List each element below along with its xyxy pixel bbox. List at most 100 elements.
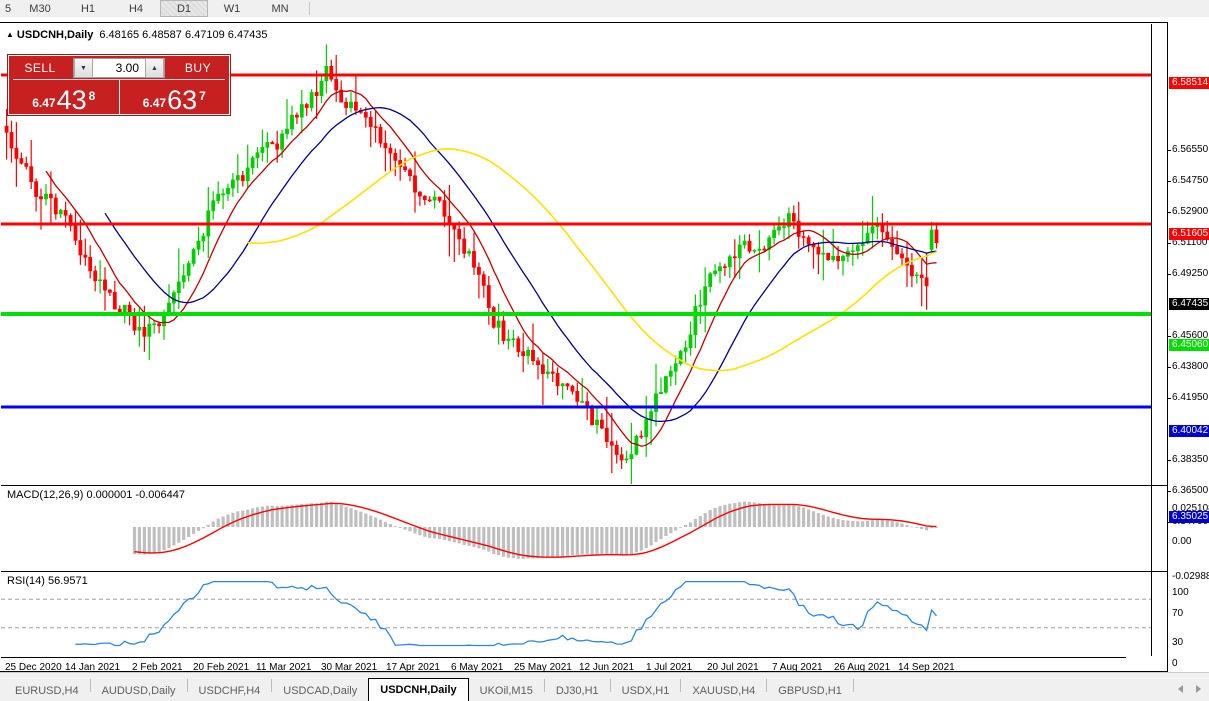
rsi-scale-label: 30: [1172, 637, 1184, 648]
price-tick-label: 6.51100: [1167, 238, 1207, 248]
time-axis-label: 26 Aug 2021: [834, 662, 891, 673]
time-axis-label: 12 Jun 2021: [579, 662, 635, 673]
ma-mid-line: [104, 106, 937, 423]
price-level-tag[interactable]: 6.40042: [1169, 425, 1209, 437]
chevron-up-icon[interactable]: ▲: [145, 58, 164, 78]
price-tick-label: 6.43800: [1167, 362, 1208, 372]
sell-price-prefix: 6.47: [32, 96, 56, 110]
time-axis-label: 17 Apr 2021: [386, 662, 440, 673]
time-axis-label: 7 Aug 2021: [772, 662, 823, 673]
rsi-line: [75, 580, 937, 647]
chart-tab-usdcad[interactable]: USDCAD,Daily: [283, 684, 358, 697]
timeframe-m30-button[interactable]: M30: [29, 2, 51, 15]
timeframe-d1-button[interactable]: D1: [160, 0, 208, 17]
chart-tabs-bar: EURUSD,H4 AUDUSD,Daily USDCHF,H4 USDCAD,Dai…: [0, 672, 1209, 701]
price-level-tag[interactable]: 6.45060: [1169, 339, 1209, 351]
price-level-tag[interactable]: 6.47435: [1169, 298, 1209, 310]
time-axis-label: 20 Feb 2021: [193, 662, 250, 673]
macd-label: MACD(12,26,9) 0.000001 -0.006447: [7, 489, 185, 501]
price-tick-label: 6.56550: [1167, 145, 1208, 155]
rsi-plot[interactable]: [1, 572, 1151, 656]
one-click-trading-panel[interactable]: SELL ▼ 3.00 ▲ BUY 6.47 43 8 6.47 63: [8, 55, 230, 115]
macd-svg: [132, 501, 939, 559]
tab-separator: [186, 678, 188, 692]
buy-price-big: 63: [167, 85, 198, 115]
price-tick-mark: [1167, 243, 1171, 244]
price-scale[interactable]: 6.56550 6.54750 6.52900 6.51100 6.49250 6.456…: [1167, 34, 1209, 689]
tab-separator: [271, 678, 273, 692]
rsi-scale-label: 70: [1172, 608, 1184, 619]
price-tick-label: 6.38350: [1167, 455, 1208, 465]
price-tick-label: 6.41950: [1167, 393, 1208, 403]
price-candlestick-svg: [1, 44, 1151, 484]
buy-button[interactable]: BUY: [184, 61, 212, 75]
price-tick-mark: [1167, 491, 1171, 492]
chevron-down-icon[interactable]: ▼: [74, 58, 93, 78]
time-axis-label: 25 Dec 2020: [5, 662, 62, 673]
sell-button[interactable]: SELL: [24, 61, 56, 75]
chart-window: ▲ USDCNH,Daily 6.48165 6.48587 6.47109 6.4…: [0, 17, 1209, 689]
tab-separator: [543, 678, 545, 692]
rsi-scale-label: 100: [1172, 587, 1189, 598]
chart-tab-usdchf[interactable]: USDCHF,H4: [198, 684, 261, 697]
arrow-left-icon[interactable]: [1178, 685, 1183, 693]
time-axis-label: 1 Jul 2021: [646, 662, 693, 673]
sell-price-big: 43: [56, 85, 87, 115]
chart-tab-usdcnh[interactable]: USDCNH,Daily: [368, 678, 469, 701]
time-axis-label: 20 Jul 2021: [707, 662, 759, 673]
time-axis-label: 11 Mar 2021: [256, 662, 312, 673]
tab-separator: [766, 678, 768, 692]
time-axis-label: 6 May 2021: [451, 662, 504, 673]
arrow-right-icon[interactable]: [1196, 685, 1201, 693]
volume-value[interactable]: 3.00: [115, 61, 139, 75]
chart-tab-dj30[interactable]: DJ30,H1: [555, 684, 599, 697]
chart-tab-usdx[interactable]: USDX,H1: [621, 684, 670, 697]
price-plot[interactable]: [1, 24, 1151, 484]
chart-tab-gbpusd[interactable]: GBPUSD,H1: [778, 684, 842, 697]
price-level-tag[interactable]: 6.51605: [1169, 228, 1209, 240]
timeframe-mn-button[interactable]: MN: [271, 2, 289, 15]
price-tick-mark: [1167, 212, 1171, 213]
price-axis-line: [1151, 24, 1167, 656]
price-tick-label: 6.52900: [1167, 207, 1208, 217]
buy-price-quote[interactable]: 6.47 63 7: [118, 80, 230, 115]
time-axis-label: 2 Feb 2021: [132, 662, 183, 673]
triangle-up-icon[interactable]: ▲: [6, 30, 14, 39]
trade-panel-top-row: SELL ▼ 3.00 ▲ BUY: [9, 56, 229, 80]
tab-separator: [852, 678, 854, 692]
chart-tab-audusd[interactable]: AUDUSD,Daily: [101, 684, 176, 697]
macd-pane[interactable]: MACD(12,26,9) 0.000001 -0.006447: [1, 485, 1167, 570]
macd-plot[interactable]: [1, 486, 1151, 570]
price-tick-label: 6.36500: [1167, 486, 1208, 496]
sell-price-quote[interactable]: 6.47 43 8: [9, 80, 119, 115]
tab-separator: [609, 678, 611, 692]
price-tick-mark: [1167, 181, 1171, 182]
sell-price-fraction: 8: [88, 89, 96, 103]
chart-symbol-label: USDCNH,Daily: [16, 29, 94, 41]
time-axis[interactable]: 25 Dec 2020 14 Jan 2021 2 Feb 2021 20 Feb 2…: [1, 657, 1126, 678]
rsi-scale-label: 0: [1172, 658, 1178, 669]
timeframe-h4-button[interactable]: H4: [128, 2, 144, 15]
volume-input[interactable]: ▼ 3.00 ▲: [73, 58, 165, 78]
timeframe-h1-button[interactable]: H1: [80, 2, 96, 15]
price-level-tag[interactable]: 6.58514: [1169, 77, 1209, 89]
tab-separator: [680, 678, 682, 692]
chart-ohlc-values: 6.48165 6.48587 6.47109 6.47435: [99, 29, 268, 41]
chart-tab-xauusd[interactable]: XAUUSD,H4: [692, 684, 756, 697]
timeframe-w1-button[interactable]: W1: [223, 2, 241, 15]
macd-scale-label: 0.025108: [1172, 503, 1209, 514]
timeframe-5-button[interactable]: 5: [4, 2, 12, 15]
time-axis-label: 25 May 2021: [514, 662, 572, 673]
rsi-svg: [1, 580, 1151, 647]
chart-tab-eurusd[interactable]: EURUSD,H4: [15, 684, 79, 697]
chart-tabs[interactable]: EURUSD,H4 AUDUSD,Daily USDCHF,H4 USDCAD,Dai…: [0, 673, 854, 701]
price-tick-mark: [1167, 150, 1171, 151]
price-tick-mark: [1167, 274, 1171, 275]
price-level-tag[interactable]: 6.35025: [1169, 511, 1209, 523]
chart-tab-ukoil[interactable]: UKOil,M15: [479, 684, 533, 697]
macd-scale-label: 0.00: [1172, 536, 1192, 547]
tab-scroll-controls[interactable]: [1178, 685, 1201, 693]
price-tick-mark: [1167, 367, 1171, 368]
rsi-pane[interactable]: RSI(14) 56.9571: [1, 571, 1167, 656]
